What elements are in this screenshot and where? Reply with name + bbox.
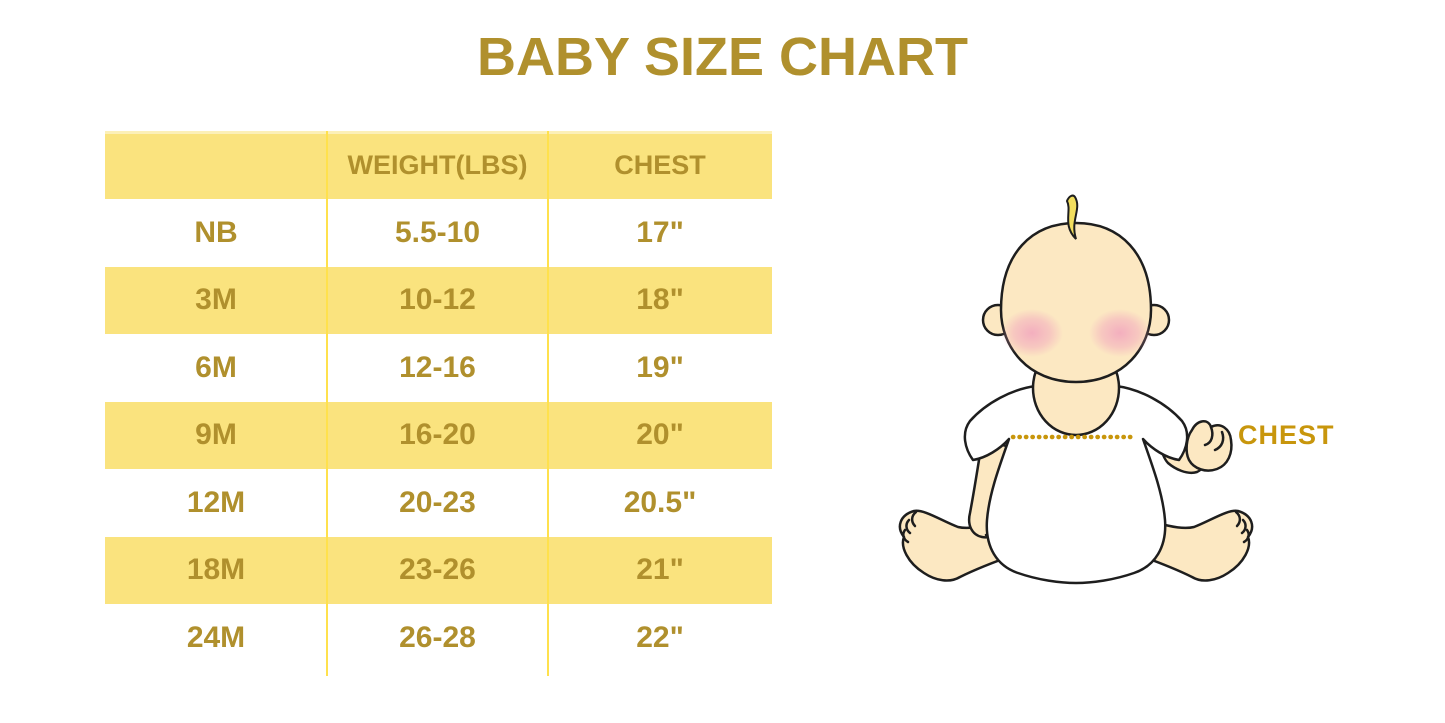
cell-chest: 18": [636, 283, 684, 317]
cell-chest: 19": [636, 350, 684, 384]
cell-weight: 12-16: [399, 350, 476, 384]
column-divider: [325, 131, 328, 676]
table-row: NB 5.5-10 17": [105, 199, 772, 267]
cell-chest: 21": [636, 553, 684, 587]
cell-size: 6M: [195, 350, 237, 384]
header-chest: CHEST: [614, 149, 706, 180]
baby-hair-curl: [1065, 194, 1079, 240]
page-title: BABY SIZE CHART: [476, 27, 969, 87]
baby-left-blush: [1001, 309, 1063, 357]
table-row: 9M 16-20 20": [105, 401, 772, 469]
baby-right-fist: [1185, 420, 1233, 472]
cell-weight: 10-12: [399, 283, 476, 317]
cell-chest: 17": [636, 215, 684, 249]
cell-chest: 22": [636, 620, 684, 654]
chest-annotation-label: CHEST: [1238, 420, 1335, 450]
cell-weight: 26-28: [399, 620, 476, 654]
column-divider: [546, 131, 549, 676]
cell-weight: 20-23: [399, 485, 476, 519]
cell-size: 12M: [186, 485, 246, 519]
baby-right-blush: [1089, 309, 1151, 357]
cell-weight: 5.5-10: [394, 215, 481, 249]
table-row: 6M 12-16 19": [105, 334, 772, 402]
cell-chest: 20.5": [623, 485, 697, 519]
baby-head: [999, 221, 1153, 384]
baby-right-toes: [1234, 510, 1250, 544]
cell-chest: 20": [636, 418, 684, 452]
baby-illustration: [898, 194, 1254, 585]
cell-weight: 23-26: [399, 553, 476, 587]
cell-size: 24M: [186, 620, 246, 654]
header-weight: WEIGHT(LBS): [347, 149, 528, 180]
table-row: 18M 23-26 21": [105, 536, 772, 604]
table-header-row: WEIGHT(LBS) CHEST: [105, 131, 772, 199]
table-row: 3M 10-12 18": [105, 266, 772, 334]
table-row: 12M 20-23 20.5": [105, 469, 772, 537]
cell-size: NB: [194, 215, 238, 249]
baby-left-toes: [902, 510, 918, 544]
baby-onesie: [963, 382, 1189, 585]
cell-size: 18M: [186, 553, 246, 587]
table-row: 24M 26-28 22": [105, 604, 772, 672]
baby-fist-fingers: [1203, 425, 1225, 452]
cell-size: 9M: [195, 418, 237, 452]
size-table: WEIGHT(LBS) CHEST NB 5.5-10 17" 3M 10-12…: [105, 131, 772, 676]
cell-weight: 16-20: [399, 418, 476, 452]
cell-size: 3M: [195, 283, 237, 317]
